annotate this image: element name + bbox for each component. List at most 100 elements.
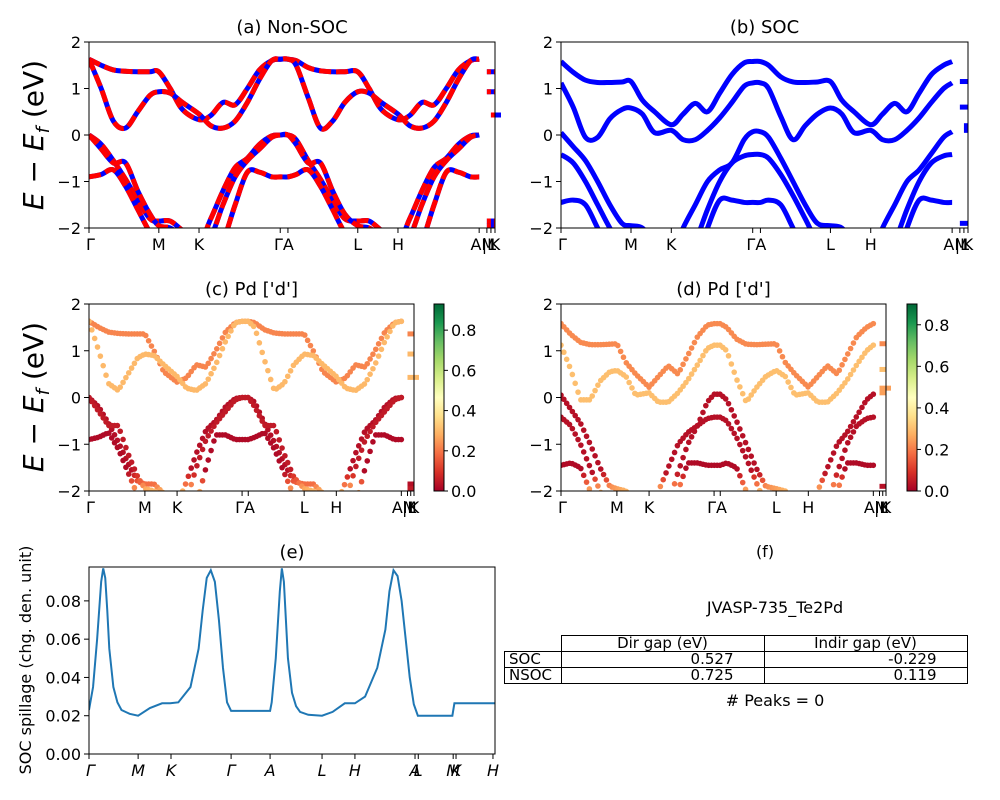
x-tick-label: L	[353, 235, 362, 254]
data-point	[276, 437, 283, 443]
data-point	[341, 481, 348, 488]
data-point	[108, 435, 115, 441]
data-point	[287, 485, 294, 491]
data-point	[629, 385, 635, 391]
x-tick-label: L	[826, 235, 835, 254]
data-point	[142, 332, 149, 339]
data-point	[836, 367, 843, 374]
data-point	[586, 462, 593, 469]
x-tick-label: ΓA	[274, 235, 294, 254]
panel-title: (a) Non-SOC	[236, 17, 347, 38]
band-line-dashed-0	[89, 56, 480, 123]
data-point	[202, 467, 209, 473]
data-point	[844, 439, 851, 446]
data-point	[94, 344, 101, 350]
data-point	[91, 335, 98, 342]
cell-dir-gap: 0.725	[560, 667, 765, 684]
y-tick-label: 2	[71, 33, 81, 52]
data-point	[279, 464, 285, 471]
data-point	[589, 393, 596, 399]
data-point	[125, 452, 132, 459]
data-point	[850, 367, 857, 373]
x-tick-label: Γ	[558, 498, 567, 517]
data-point	[742, 486, 749, 491]
data-point	[776, 348, 783, 354]
data-point	[273, 451, 280, 457]
data-point	[222, 339, 229, 345]
data-point	[199, 477, 206, 484]
data-point	[785, 379, 791, 385]
data-point	[125, 370, 132, 376]
data-point	[859, 404, 865, 411]
data-point	[270, 422, 277, 429]
data-point	[253, 330, 260, 337]
x-tick-label: L	[300, 498, 309, 517]
data-point	[128, 478, 135, 484]
x-tick-label: Γ	[86, 235, 95, 254]
data-point	[756, 472, 763, 478]
data-point	[185, 372, 192, 379]
data-point	[307, 342, 314, 349]
data-point	[111, 439, 118, 446]
data-point	[839, 455, 845, 462]
data-point	[191, 472, 197, 478]
x-tick-label: A	[409, 761, 421, 780]
data-point	[671, 481, 678, 487]
x-tick-label: AM	[943, 235, 968, 254]
data-point	[674, 370, 681, 377]
data-point	[194, 449, 200, 455]
data-point	[870, 391, 877, 398]
y-tick-label: −1	[529, 173, 553, 192]
data-point	[566, 363, 573, 370]
data-point	[839, 362, 845, 368]
data-point	[179, 488, 186, 491]
x-tick-label: K	[963, 235, 974, 254]
data-point	[106, 430, 112, 436]
data-point	[228, 328, 234, 334]
data-point	[353, 449, 359, 456]
band-line-4	[89, 166, 480, 228]
data-point	[250, 402, 257, 409]
data-point	[398, 394, 405, 401]
data-point	[103, 372, 109, 379]
x-tick-label: H	[802, 498, 814, 517]
data-point	[364, 433, 371, 440]
data-point	[279, 445, 285, 451]
data-point	[219, 335, 226, 341]
row-label: NSOC	[504, 667, 562, 684]
data-point	[725, 421, 732, 427]
data-point	[734, 377, 740, 383]
data-point	[353, 463, 359, 470]
data-point	[575, 416, 581, 423]
data-point	[850, 429, 857, 435]
data-point	[350, 457, 356, 464]
data-point	[364, 376, 371, 383]
data-point	[759, 477, 766, 484]
gap-table: Dir gap (eV) Indir gap (eV) SOC 0.527 -0…	[504, 635, 968, 684]
data-point	[262, 430, 268, 437]
data-point	[725, 353, 732, 359]
data-point	[734, 419, 740, 425]
data-point	[870, 342, 877, 348]
x-tick-label: K	[194, 235, 205, 254]
data-point	[674, 471, 681, 478]
data-point	[617, 348, 624, 355]
y-tick-label: −1	[529, 435, 553, 454]
data-point	[685, 350, 692, 357]
x-tick-label: Γ	[86, 761, 96, 780]
data-point	[680, 454, 686, 461]
data-point	[663, 470, 669, 476]
data-point	[836, 482, 843, 489]
axes-frame	[560, 41, 969, 229]
data-point	[592, 453, 598, 459]
data-point	[853, 362, 860, 369]
data-point	[131, 360, 138, 367]
x-tick-label: M	[131, 761, 145, 780]
data-point	[273, 428, 280, 435]
data-point	[370, 365, 376, 372]
data-point	[779, 353, 786, 360]
y-tick-label: 0.08	[45, 592, 81, 611]
axes-frame	[560, 303, 887, 492]
colorbar	[433, 303, 445, 492]
plot-area	[89, 318, 405, 491]
